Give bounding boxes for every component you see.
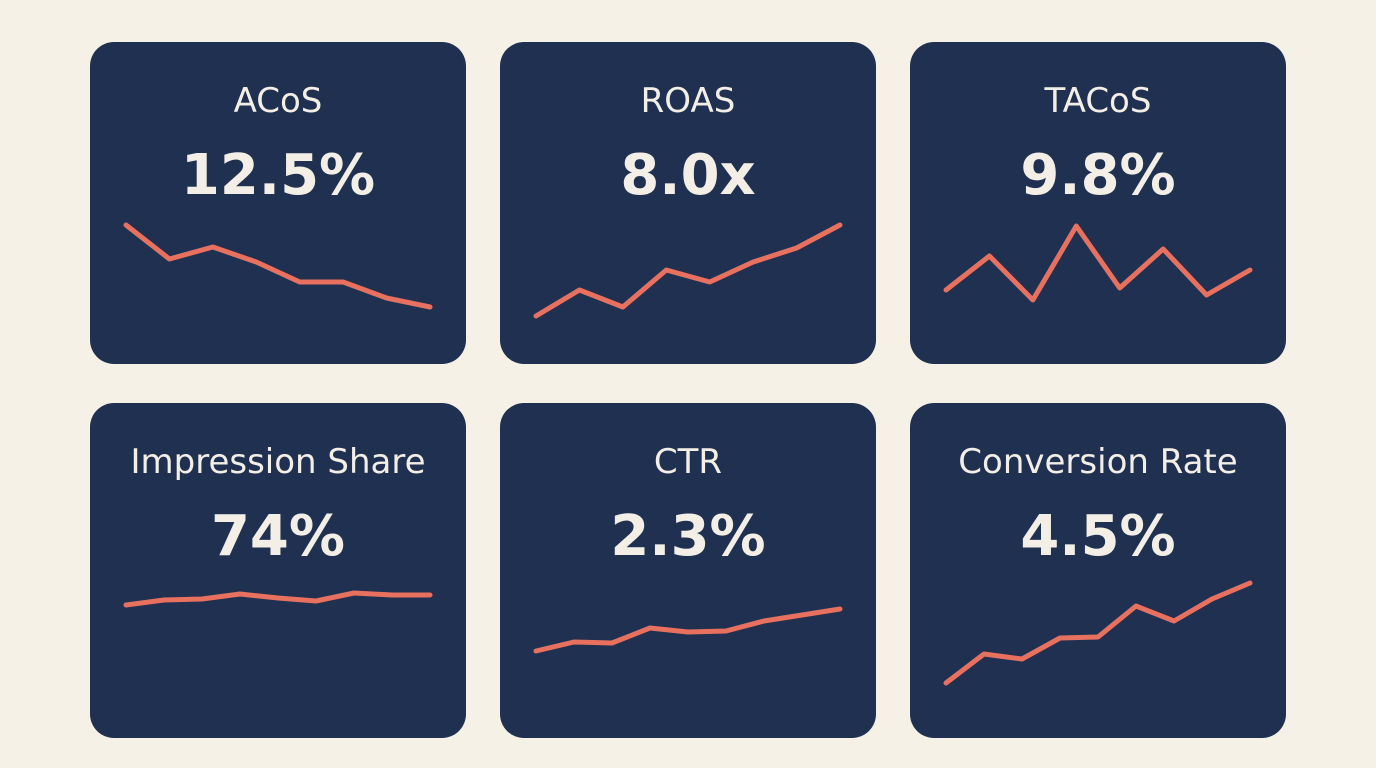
card: ACoS 12.5% bbox=[90, 42, 466, 364]
card: Conversion Rate 4.5% bbox=[910, 403, 1286, 738]
card-title: ROAS bbox=[641, 81, 736, 121]
sparkline bbox=[123, 590, 433, 608]
card-title: CTR bbox=[654, 442, 722, 482]
card: Impression Share 74% bbox=[90, 403, 466, 738]
card-value: 12.5% bbox=[181, 143, 375, 208]
card-background bbox=[90, 403, 466, 738]
sparkline bbox=[533, 222, 843, 319]
card-title: ACoS bbox=[234, 81, 323, 121]
card: ROAS 8.0x bbox=[500, 42, 876, 364]
card-value: 2.3% bbox=[610, 504, 765, 569]
card-title: Conversion Rate bbox=[958, 442, 1237, 482]
sparkline bbox=[943, 580, 1253, 686]
card: TACoS 9.8% bbox=[910, 42, 1286, 364]
sparkline bbox=[533, 606, 843, 654]
card: CTR 2.3% bbox=[500, 403, 876, 738]
card-background bbox=[500, 42, 876, 364]
card-title: TACoS bbox=[1044, 81, 1152, 121]
card-value: 9.8% bbox=[1020, 143, 1175, 208]
card-title: Impression Share bbox=[130, 442, 425, 482]
card-value: 8.0x bbox=[620, 143, 755, 208]
card-background bbox=[90, 42, 466, 364]
card-value: 74% bbox=[211, 504, 345, 569]
card-background bbox=[500, 403, 876, 738]
sparkline bbox=[123, 222, 433, 310]
sparkline bbox=[943, 223, 1253, 303]
card-value: 4.5% bbox=[1020, 504, 1175, 569]
card-background bbox=[910, 42, 1286, 364]
